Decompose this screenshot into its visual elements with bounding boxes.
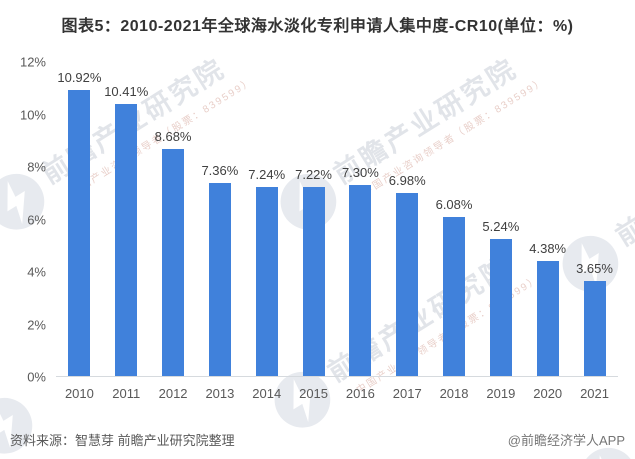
y-tick-label: 10% [19,107,46,122]
bar-2011 [115,103,138,376]
x-tick-label: 2020 [533,386,563,401]
x-tick-label: 2019 [486,386,516,401]
bar-2020 [536,261,559,376]
x-tick-label: 2015 [299,386,329,401]
bar-slot: 10.41% [103,62,150,376]
y-tick-label: 4% [27,264,46,280]
bar-2019 [489,238,512,376]
bar-2018 [443,216,466,376]
bar-value-label: 7.36% [201,163,239,179]
bar-slot: 7.30% [337,62,384,376]
bar-slot: 10.92% [56,62,103,376]
x-tick-label: 2013 [205,386,235,401]
y-axis: 12% 10% 8% 6% 4% 2% 0% [4,55,46,385]
x-tick-label: 2012 [158,386,188,401]
bar-value-label: 3.65% [576,260,613,276]
bar-value-label: 7.22% [295,167,332,183]
bar-2012 [162,148,185,376]
bar-2015 [302,187,325,376]
x-tick-label: 2011 [112,386,141,401]
bar-value-label: 8.68% [154,128,192,144]
y-tick-label: 2% [27,317,46,332]
x-tick-label: 2018 [439,386,469,401]
bar-value-label: 10.92% [57,70,102,86]
x-tick-label: 2016 [345,386,375,401]
y-tick-label: 12% [19,54,46,70]
bar-slot: 6.98% [384,62,431,376]
bar-slot: 7.36% [196,62,243,376]
bar-2013 [208,183,231,376]
bar-slot: 5.24% [477,62,524,376]
x-tick-label: 2014 [252,386,282,401]
x-tick-label: 2021 [580,386,609,401]
bar-2016 [349,184,372,376]
plot-area: 10.92% 10.41% 8.68% 7.36% 7.24% 7.22% 7.30% 6.9… [56,62,618,377]
bar-value-label: 4.38% [529,241,567,257]
bar-slot: 8.68% [150,62,197,376]
chart-title: 图表5：2010-2021年全球海水淡化专利申请人集中度-CR10(单位：%) [61,18,574,35]
bar-2010 [68,90,91,376]
y-tick-label: 8% [27,159,46,175]
y-tick-label: 0% [27,369,46,385]
source-text: 资料来源：智慧芽 前瞻产业研究院整理 [10,433,235,448]
bar-value-label: 7.30% [341,164,379,180]
bar-slot: 4.38% [524,62,571,376]
bar-value-label: 6.98% [388,173,426,189]
footer: 资料来源：智慧芽 前瞻产业研究院整理 @前瞻经济学人APP [10,430,625,449]
bar-value-label: 5.24% [482,218,520,234]
bar-slot: 7.24% [243,62,290,376]
bar-value-label: 7.24% [248,166,286,182]
credit-text: @前瞻经济学人APP [507,433,625,448]
watermark-subtext: 中国产业咨询领导者（股票：839599） [629,135,635,268]
bar-value-label: 10.41% [104,83,149,99]
x-tick-label: 2017 [392,386,422,401]
bar-2021 [583,280,606,376]
bar-2017 [396,193,419,376]
y-tick-label: 6% [27,212,46,227]
bar-2014 [255,186,278,376]
bar-slot: 6.08% [431,62,478,376]
x-tick-label: 2010 [64,386,94,401]
x-axis: 2010 2011 2012 2013 2014 2015 2016 2017 2018 2019… [56,386,618,401]
bar-slot: 7.22% [290,62,337,376]
bar-value-label: 6.08% [435,196,473,212]
bar-slot: 3.65% [571,62,618,376]
